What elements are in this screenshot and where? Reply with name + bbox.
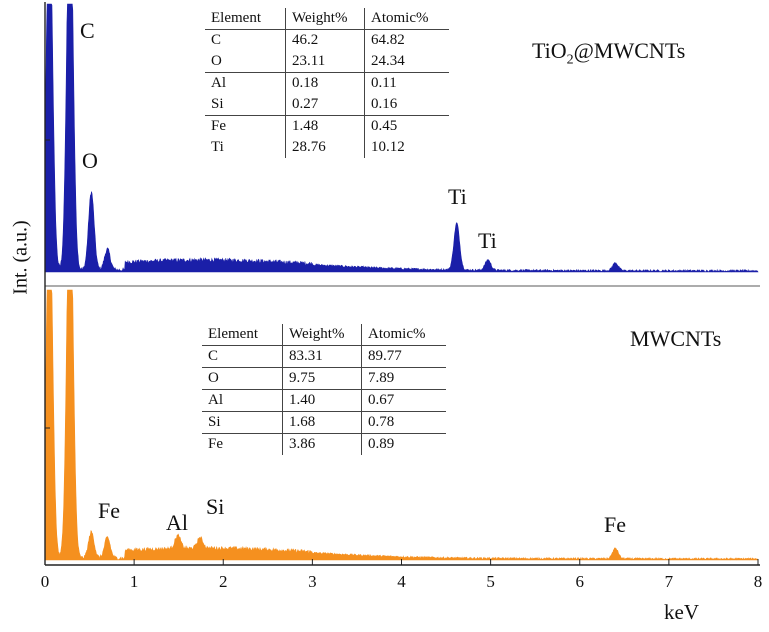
table-row: Fe 1.48 0.45 [205, 115, 449, 137]
table-cell: O [211, 53, 222, 69]
table-cell: 0.89 [361, 433, 446, 455]
table-cell: 0.27 [285, 94, 365, 116]
table-cell: 3.86 [282, 433, 362, 455]
x-tick-label: 1 [129, 572, 139, 591]
x-tick-label: 5 [486, 572, 495, 591]
table-row: O 23.11 24.34 [205, 51, 449, 73]
peak-label-al: Al [166, 510, 188, 535]
table-cell: 0.67 [361, 389, 446, 412]
table-row: C 83.31 89.77 [202, 345, 446, 368]
table-cell: 0.78 [361, 411, 446, 434]
bottom-panel-title: MWCNTs [630, 326, 722, 351]
x-tick-label: 2 [219, 572, 228, 591]
table-header: Weight% [285, 8, 365, 30]
table-row: Si 1.68 0.78 [202, 411, 446, 434]
y-axis-label: Int. (a.u.) [9, 220, 32, 295]
x-tick-label: 4 [397, 572, 406, 591]
table-header: Weight% [282, 324, 362, 346]
table-cell: C [211, 32, 222, 48]
table-cell: 1.48 [285, 115, 365, 137]
x-tick-label: 8 [753, 572, 763, 591]
table-cell: O [202, 367, 283, 390]
tio2-spectrum-series [44, 3, 759, 273]
table-cell: 23.11 [285, 51, 365, 73]
peak-label-fe-2: Fe [604, 512, 626, 537]
axes-frame [44, 2, 760, 566]
peak-label-c: C [80, 18, 95, 43]
bottom-panel-mwcnts [44, 289, 759, 561]
table-cell: Si [202, 411, 283, 434]
top-panel-title: TiO2@MWCNTs [532, 38, 686, 68]
table-cell: Si [211, 96, 224, 112]
table-cell: 28.76 [285, 137, 365, 158]
table-header: Element [202, 324, 283, 346]
table-cell: 7.89 [361, 367, 446, 390]
table-cell: Fe [205, 115, 286, 137]
mwcnts-spectrum-series [44, 289, 759, 561]
x-axis-label: keV [664, 600, 699, 624]
table-header: Atomic% [361, 324, 446, 346]
table-row: O 9.75 7.89 [202, 367, 446, 390]
table-row: Al 1.40 0.67 [202, 389, 446, 412]
table-row: Si 0.27 0.16 [205, 94, 449, 116]
table-cell: C [208, 348, 219, 364]
peak-label-ti-2: Ti [478, 228, 497, 253]
top-composition-table: Element Weight% Atomic% C 46.2 64.82 O 2… [205, 8, 449, 158]
top-panel-tio2 [44, 3, 759, 273]
table-cell: 83.31 [282, 345, 362, 368]
table-row: Fe 3.86 0.89 [202, 433, 446, 455]
peak-label-fe-1: Fe [98, 498, 120, 523]
peak-label-o: O [82, 148, 98, 173]
x-tick-label: 3 [308, 572, 317, 591]
table-header: Element [205, 8, 286, 30]
table-row: Al 0.18 0.11 [205, 72, 449, 94]
table-cell: Al [202, 389, 283, 412]
table-cell: Al [205, 72, 286, 94]
x-tick-label: 6 [575, 572, 585, 591]
table-cell: 1.68 [282, 411, 362, 434]
table-cell: 0.18 [285, 72, 365, 94]
x-tick-label: 0 [40, 572, 50, 591]
table-cell: 0.45 [364, 115, 449, 137]
table-header: Atomic% [364, 8, 449, 30]
peak-label-si: Si [206, 494, 225, 519]
bottom-composition-table: Element Weight% Atomic% C 83.31 89.77 O … [202, 324, 446, 455]
table-row: C 46.2 64.82 [205, 29, 449, 51]
table-cell: 0.11 [364, 72, 449, 94]
table-cell: 9.75 [282, 367, 362, 390]
table-cell: 46.2 [285, 29, 365, 51]
x-tick-label: 7 [664, 572, 674, 591]
table-cell: 10.12 [364, 137, 449, 158]
table-cell: 64.82 [364, 29, 449, 51]
table-cell: Ti [211, 139, 224, 155]
peak-label-ti-1: Ti [448, 184, 467, 209]
table-cell: 24.34 [364, 51, 449, 73]
table-cell: Fe [202, 433, 283, 455]
table-cell: 89.77 [361, 345, 446, 368]
table-cell: 1.40 [282, 389, 362, 412]
table-row: Ti 28.76 10.12 [205, 137, 449, 158]
table-cell: 0.16 [364, 94, 449, 116]
